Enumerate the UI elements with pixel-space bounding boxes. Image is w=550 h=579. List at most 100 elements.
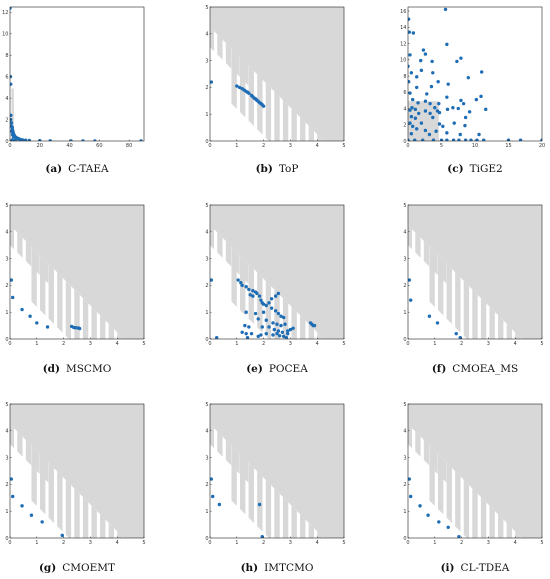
panel-caption: (c) TiGE2 (447, 163, 502, 175)
axes-frame (9, 6, 145, 142)
data-point (81, 139, 85, 141)
stripe (498, 514, 504, 538)
x-tick-label: 2 (262, 341, 265, 347)
plot-area (10, 7, 144, 141)
data-point (458, 335, 462, 339)
stripe (34, 249, 40, 275)
x-tick-label: 0 (208, 540, 211, 546)
axes-frame (209, 6, 345, 142)
data-point (418, 504, 422, 508)
stripe (100, 315, 106, 339)
data-point (282, 315, 286, 320)
caption-letter: (e) (246, 363, 263, 375)
data-point (259, 102, 264, 106)
data-point (417, 111, 421, 116)
feasible-region (11, 88, 14, 141)
data-point (461, 101, 466, 106)
stripe (82, 297, 89, 339)
data-point (437, 520, 441, 524)
data-point (251, 294, 255, 298)
data-point (413, 138, 417, 141)
data-point (245, 335, 250, 339)
stripe (463, 280, 470, 339)
data-point (277, 334, 282, 338)
data-point (436, 80, 440, 84)
data-point (480, 70, 484, 74)
data-point (437, 122, 442, 126)
stripe (74, 488, 80, 538)
data-point (284, 335, 289, 339)
data-point (457, 534, 461, 538)
data-point (455, 59, 459, 64)
data-point (286, 331, 290, 336)
y-tick-label: 5 (205, 5, 208, 11)
data-point (247, 325, 251, 329)
data-point (454, 331, 458, 336)
data-point (413, 107, 418, 112)
x-tick-label: 4 (316, 143, 319, 149)
panel-7: 0 1 2 3 4 5 0 1 2 3 4 5 (5, 402, 145, 546)
x-tick-label: 2 (460, 540, 463, 546)
stripe (300, 315, 306, 339)
x-tick-label: 1 (235, 540, 238, 546)
data-point (267, 301, 271, 305)
y-tick-label: 4 (205, 230, 208, 236)
data-point (429, 84, 434, 89)
data-point (237, 85, 242, 90)
y-tick-label: 1 (403, 509, 406, 515)
x-tick-label: 40 (66, 143, 72, 149)
y-tick-label: 1 (205, 509, 208, 515)
stripe (210, 225, 215, 250)
data-point (421, 138, 425, 141)
x-tick-label: 4 (316, 341, 319, 347)
data-point (446, 82, 450, 86)
y-tick-label: 3 (403, 256, 406, 262)
y-tick-label: 4 (403, 230, 406, 236)
y-tick-label: 10 (2, 32, 8, 38)
y-tick-label: 12 (2, 10, 8, 16)
data-point (243, 323, 247, 328)
stripe (108, 323, 114, 339)
axes-frame (209, 204, 345, 340)
stripe (489, 505, 495, 538)
stripe (423, 439, 430, 466)
y-tick-label: 5 (205, 402, 208, 408)
data-point (60, 533, 64, 538)
stripe (117, 531, 123, 538)
data-point (540, 138, 542, 141)
y-tick-label: 0 (5, 337, 8, 343)
x-tick-label: 0 (8, 341, 11, 347)
data-point (271, 333, 275, 337)
data-point (410, 124, 415, 129)
data-point (427, 132, 432, 137)
panel-caption: (e) POCEA (246, 363, 308, 375)
panel-9: 0 1 2 3 4 5 0 1 2 3 4 5 (403, 402, 543, 546)
data-point (469, 138, 473, 141)
data-point (259, 298, 263, 302)
stripe (415, 431, 421, 457)
data-point (408, 121, 412, 125)
y-tick-label: 0 (403, 139, 406, 145)
y-tick-label: 10 (400, 58, 406, 64)
stripe (291, 108, 297, 141)
x-tick-label: 3 (289, 341, 292, 347)
data-point (467, 110, 472, 114)
x-tick-label: 1 (433, 540, 436, 546)
x-tick-label: 5 (142, 341, 145, 347)
data-point (210, 278, 214, 282)
data-point (40, 520, 44, 524)
caption-name: CMOEA_MS (452, 363, 518, 375)
x-tick-label: 20 (37, 143, 43, 149)
stripe (308, 522, 314, 538)
y-tick-label: 5 (403, 203, 406, 209)
y-tick-label: 1 (205, 112, 208, 118)
data-point (261, 310, 266, 314)
stripe (74, 289, 80, 339)
stripe (242, 60, 249, 86)
stripe (242, 457, 249, 483)
y-tick-label: 8 (403, 74, 406, 80)
stripe (10, 424, 15, 449)
data-point (451, 138, 456, 141)
data-point (408, 30, 412, 34)
caption-letter: (f) (432, 363, 446, 375)
